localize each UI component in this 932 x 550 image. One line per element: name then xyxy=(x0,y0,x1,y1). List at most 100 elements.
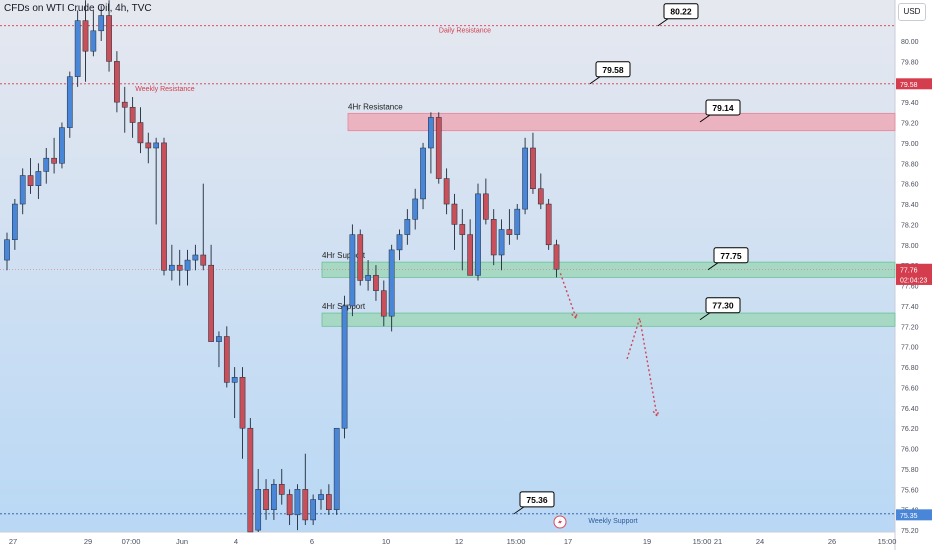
candle[interactable] xyxy=(35,163,42,199)
x-tick-label: 10 xyxy=(382,537,390,546)
candle[interactable] xyxy=(404,209,411,245)
candle[interactable] xyxy=(12,198,18,250)
candle[interactable] xyxy=(192,244,199,271)
zone-rect[interactable] xyxy=(321,312,896,327)
candle-body xyxy=(388,249,395,317)
candle[interactable] xyxy=(435,112,442,184)
candle[interactable] xyxy=(169,244,175,281)
candle-body xyxy=(19,175,26,205)
candle[interactable] xyxy=(51,137,57,174)
candle[interactable] xyxy=(200,183,207,271)
candle[interactable] xyxy=(121,86,128,133)
candle[interactable] xyxy=(318,489,324,510)
candle-body xyxy=(66,76,73,128)
candle[interactable] xyxy=(294,484,301,531)
candle[interactable] xyxy=(161,137,167,276)
candle[interactable] xyxy=(545,198,552,250)
candle[interactable] xyxy=(184,249,191,286)
x-tick-label: 29 xyxy=(84,537,92,546)
candle-body xyxy=(208,264,214,342)
candle[interactable] xyxy=(137,107,144,154)
candle[interactable] xyxy=(302,453,309,526)
price-callout[interactable]: 79.58 xyxy=(589,61,631,85)
candle[interactable] xyxy=(553,239,560,278)
candle[interactable] xyxy=(106,0,112,72)
price-callout[interactable]: 75.36 xyxy=(513,491,555,515)
candle[interactable] xyxy=(498,219,505,271)
candle[interactable] xyxy=(483,178,489,225)
candle[interactable] xyxy=(388,244,395,332)
candle[interactable] xyxy=(341,295,348,439)
candle[interactable] xyxy=(208,244,214,342)
candle[interactable] xyxy=(90,10,97,57)
zone-rect[interactable] xyxy=(321,261,896,278)
candle[interactable] xyxy=(223,326,230,388)
candle[interactable] xyxy=(129,97,136,138)
price-callout[interactable]: 80.22 xyxy=(657,3,699,27)
candle[interactable] xyxy=(396,229,403,261)
candle[interactable] xyxy=(145,132,152,164)
currency-button[interactable]: USD xyxy=(898,3,926,21)
candle[interactable] xyxy=(428,112,434,174)
candle[interactable] xyxy=(365,260,371,291)
price-callout[interactable]: 77.30 xyxy=(699,297,741,321)
candle[interactable] xyxy=(66,71,73,138)
candle[interactable] xyxy=(514,204,521,240)
candle[interactable] xyxy=(239,367,246,459)
candle[interactable] xyxy=(255,468,262,532)
candle[interactable] xyxy=(278,468,285,505)
price-callout[interactable]: 79.14 xyxy=(699,99,741,123)
price-callout[interactable]: 77.75 xyxy=(707,247,749,271)
candle[interactable] xyxy=(333,427,340,515)
candle[interactable] xyxy=(82,0,89,82)
candle-body xyxy=(545,203,552,246)
candle[interactable] xyxy=(412,188,419,230)
price-axis-label-text: 77.76 xyxy=(900,267,918,274)
zone-rect[interactable] xyxy=(347,112,896,132)
candle[interactable] xyxy=(286,489,293,526)
candle[interactable] xyxy=(176,249,183,286)
candle[interactable] xyxy=(59,122,65,169)
candle[interactable] xyxy=(349,224,356,317)
candle[interactable] xyxy=(98,5,105,41)
candle[interactable] xyxy=(420,142,426,210)
candle[interactable] xyxy=(490,209,497,266)
candle[interactable] xyxy=(357,229,364,286)
candle[interactable] xyxy=(522,137,528,215)
symbol-title[interactable]: CFDs on WTI Crude Oil, 4h, TVC xyxy=(4,3,152,14)
candle[interactable] xyxy=(373,265,379,301)
projection-path[interactable] xyxy=(626,317,658,417)
candle[interactable] xyxy=(19,168,26,215)
candle[interactable] xyxy=(271,479,277,520)
alert-icon[interactable] xyxy=(553,515,567,529)
candle[interactable] xyxy=(530,132,536,194)
candle[interactable] xyxy=(475,183,481,281)
candle[interactable] xyxy=(231,367,238,419)
candle[interactable] xyxy=(153,137,160,225)
candle[interactable] xyxy=(114,51,120,113)
candle[interactable] xyxy=(467,219,473,276)
candle[interactable] xyxy=(443,168,450,215)
candle[interactable] xyxy=(310,494,316,526)
candle[interactable] xyxy=(247,418,254,533)
candle[interactable] xyxy=(451,193,458,250)
price-axis-label-text: 75.35 xyxy=(900,513,918,520)
candle-body xyxy=(380,290,387,317)
y-tick-label: 76.60 xyxy=(901,385,919,392)
candle[interactable] xyxy=(4,232,10,271)
candle-body xyxy=(137,122,144,144)
callout-value: 80.22 xyxy=(670,7,692,17)
candle[interactable] xyxy=(43,147,50,184)
candle[interactable] xyxy=(27,158,34,194)
candle[interactable] xyxy=(459,209,466,271)
candle[interactable] xyxy=(380,280,387,327)
candle[interactable] xyxy=(537,173,544,210)
candle[interactable] xyxy=(506,209,513,245)
projection-path[interactable] xyxy=(559,273,577,319)
candle[interactable] xyxy=(326,484,332,515)
candle[interactable] xyxy=(216,331,222,368)
candle[interactable] xyxy=(74,10,81,87)
candle-body xyxy=(522,147,528,210)
candle[interactable] xyxy=(263,479,269,520)
